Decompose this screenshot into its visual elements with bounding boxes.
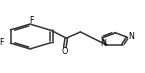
- Text: F: F: [0, 38, 4, 47]
- Text: F: F: [29, 16, 33, 25]
- Text: N: N: [128, 32, 134, 41]
- Text: N: N: [101, 39, 107, 48]
- Text: O: O: [62, 47, 68, 56]
